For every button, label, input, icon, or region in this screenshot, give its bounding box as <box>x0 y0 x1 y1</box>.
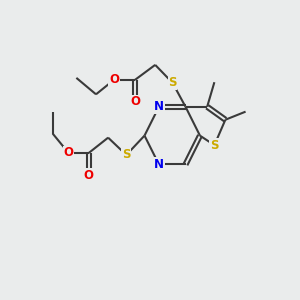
Text: N: N <box>154 100 164 113</box>
Text: N: N <box>154 158 164 171</box>
Text: O: O <box>130 95 140 108</box>
Text: O: O <box>84 169 94 182</box>
Text: S: S <box>168 76 177 89</box>
Text: S: S <box>122 148 130 161</box>
Text: O: O <box>64 146 74 159</box>
Text: O: O <box>109 74 119 86</box>
Text: S: S <box>210 139 219 152</box>
